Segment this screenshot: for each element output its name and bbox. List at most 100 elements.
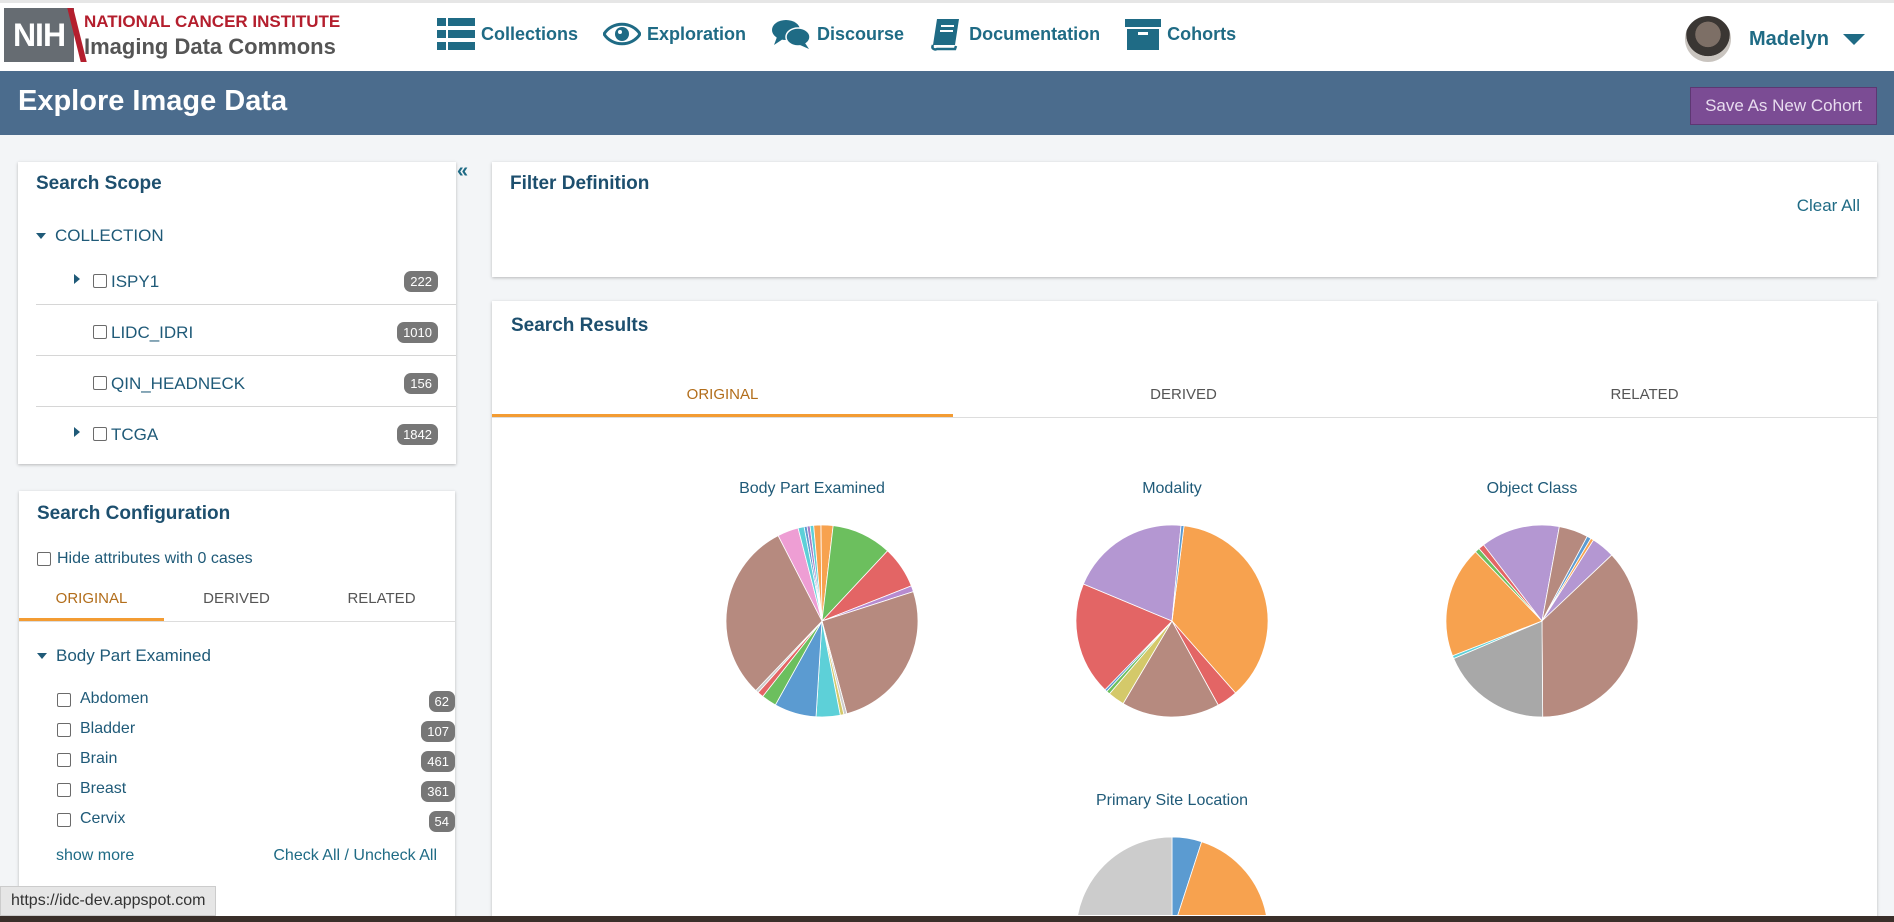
save-as-new-cohort-button[interactable]: Save As New Cohort: [1690, 87, 1877, 125]
collection-checkbox[interactable]: [93, 274, 107, 288]
attribute-group-label: Body Part Examined: [56, 646, 211, 665]
nav-collections-label: Collections: [481, 23, 579, 44]
avatar[interactable]: [1685, 16, 1731, 62]
pie-slice[interactable]: [1122, 620, 1219, 718]
collection-group-label: COLLECTION: [55, 226, 164, 245]
nav-cohorts[interactable]: Cohorts: [1125, 17, 1236, 51]
caret-right-icon[interactable]: [74, 427, 80, 437]
nav-collections[interactable]: Collections: [437, 18, 578, 50]
collection-label: QIN_HEADNECK: [111, 374, 246, 393]
status-bar-url: https://idc-dev.appspot.com: [0, 886, 217, 916]
attribute-value-label: Breast: [80, 780, 127, 797]
count-badge: 1010: [397, 322, 438, 343]
attribute-checkbox[interactable]: [57, 693, 71, 707]
nav-documentation-label: Documentation: [969, 23, 1101, 44]
nav-exploration-label: Exploration: [647, 23, 747, 44]
collection-checkbox[interactable]: [93, 427, 107, 441]
hide-zero-cases-checkbox[interactable]: [37, 552, 51, 566]
pie-slice[interactable]: [1453, 620, 1544, 718]
pie-chart-1[interactable]: [725, 524, 919, 718]
pie-chart-4[interactable]: [1076, 836, 1268, 922]
collection-checkbox[interactable]: [93, 376, 107, 390]
collapse-sidebar-icon[interactable]: «: [457, 160, 469, 182]
pie-slice[interactable]: [1171, 525, 1269, 694]
caret-down-icon: [37, 653, 47, 659]
collection-row-lidc-idri[interactable]: LIDC_IDRI 1010: [36, 305, 456, 356]
attribute-checkbox[interactable]: [57, 723, 71, 737]
config-tabs: ORIGINAL DERIVED RELATED: [19, 587, 455, 622]
tab-original[interactable]: ORIGINAL: [19, 587, 164, 621]
tab-derived[interactable]: DERIVED: [203, 590, 270, 607]
pie-slice[interactable]: [1541, 537, 1594, 622]
logo-text: NATIONAL CANCER INSTITUTE Imaging Data C…: [84, 13, 340, 58]
chat-bubbles-icon: [772, 20, 811, 49]
nih-mark: NIH: [4, 8, 74, 62]
pie-slice[interactable]: [1075, 583, 1173, 691]
attribute-value-label: Bladder: [80, 720, 136, 737]
count-badge: 461: [421, 751, 455, 772]
logo-line-2: Imaging Data Commons: [84, 33, 336, 59]
attribute-value-row[interactable]: Abdomen 62: [57, 690, 455, 720]
page-title: Explore Image Data: [18, 85, 288, 117]
hide-zero-cases-option[interactable]: Hide attributes with 0 cases: [37, 550, 253, 568]
user-menu[interactable]: Madelyn: [1685, 16, 1866, 62]
attribute-value-row[interactable]: Bladder 107: [57, 720, 455, 750]
search-results-panel: Search Results ORIGINAL DERIVED RELATED …: [492, 301, 1877, 922]
collection-group-toggle[interactable]: COLLECTION: [36, 226, 164, 246]
pie-chart-3[interactable]: [1445, 524, 1639, 718]
collection-checkbox[interactable]: [93, 325, 107, 339]
list-icon: [437, 18, 475, 50]
nci-idc-logo[interactable]: NIH NATIONAL CANCER INSTITUTE Imaging Da…: [4, 8, 340, 62]
attribute-value-row[interactable]: Cervix 54: [57, 810, 455, 840]
tab-related[interactable]: RELATED: [1610, 386, 1679, 403]
attribute-value-label: Cervix: [80, 810, 126, 827]
pie-chart-2[interactable]: [1075, 524, 1269, 718]
tab-derived[interactable]: DERIVED: [1150, 386, 1217, 403]
user-name[interactable]: Madelyn: [1749, 27, 1830, 50]
attribute-checkbox[interactable]: [57, 753, 71, 767]
tab-original[interactable]: ORIGINAL: [492, 384, 953, 417]
search-scope-panel: Search Scope COLLECTION ISPY1 222 LIDC_I…: [18, 162, 456, 464]
attribute-value-row[interactable]: Brain 461: [57, 750, 455, 780]
nav-exploration[interactable]: Exploration: [603, 19, 746, 49]
chevron-down-icon[interactable]: [1843, 33, 1866, 45]
pie-slice[interactable]: [1172, 841, 1267, 922]
attribute-value-row[interactable]: Breast 361: [57, 780, 455, 810]
pie-charts: [725, 524, 1639, 922]
nav-documentation[interactable]: Documentation: [929, 17, 1100, 51]
search-configuration-panel: Search Configuration Hide attributes wit…: [19, 491, 455, 922]
pie-slice[interactable]: [821, 591, 919, 715]
pie-slice[interactable]: [1541, 554, 1639, 718]
check-all-link[interactable]: Check All / Uncheck All: [273, 847, 437, 864]
nav-discourse[interactable]: Discourse: [771, 18, 904, 50]
collection-row-tcga[interactable]: TCGA 1842: [36, 407, 456, 458]
pie-slice[interactable]: [1171, 524, 1185, 622]
page-header: Explore Image Data Save As New Cohort: [0, 71, 1894, 135]
tab-related[interactable]: RELATED: [347, 590, 416, 607]
count-badge: 107: [421, 721, 455, 742]
attribute-group-toggle[interactable]: Body Part Examined: [37, 646, 211, 666]
attribute-checkbox[interactable]: [57, 783, 71, 797]
pie-slice[interactable]: [1445, 551, 1543, 657]
pie-slice[interactable]: [1483, 524, 1560, 622]
show-more-link[interactable]: show more: [56, 847, 135, 864]
clear-all-link[interactable]: Clear All: [1796, 196, 1860, 215]
filter-definition-panel: Filter Definition Clear All: [492, 162, 1877, 277]
eye-icon: [603, 22, 642, 46]
pie-slice[interactable]: [1082, 524, 1182, 622]
collection-label: TCGA: [111, 425, 159, 444]
pie-slice[interactable]: [797, 526, 823, 622]
count-badge: 54: [428, 811, 455, 832]
collection-row-qin-headneck[interactable]: QIN_HEADNECK 156: [36, 356, 456, 407]
results-tabs: ORIGINAL DERIVED RELATED: [492, 384, 1877, 418]
hide-zero-cases-label: Hide attributes with 0 cases: [57, 550, 253, 567]
chart-title-object-class: Object Class: [1486, 480, 1578, 497]
attribute-checkbox[interactable]: [57, 813, 71, 827]
pie-slice[interactable]: [1076, 836, 1173, 922]
collection-row-ispy1[interactable]: ISPY1 222: [36, 254, 456, 305]
chart-title-body-part: Body Part Examined: [739, 480, 885, 497]
count-badge: 222: [404, 271, 438, 292]
search-scope-title: Search Scope: [36, 173, 162, 194]
caret-right-icon[interactable]: [74, 274, 80, 284]
archive-box-icon: [1125, 19, 1162, 50]
